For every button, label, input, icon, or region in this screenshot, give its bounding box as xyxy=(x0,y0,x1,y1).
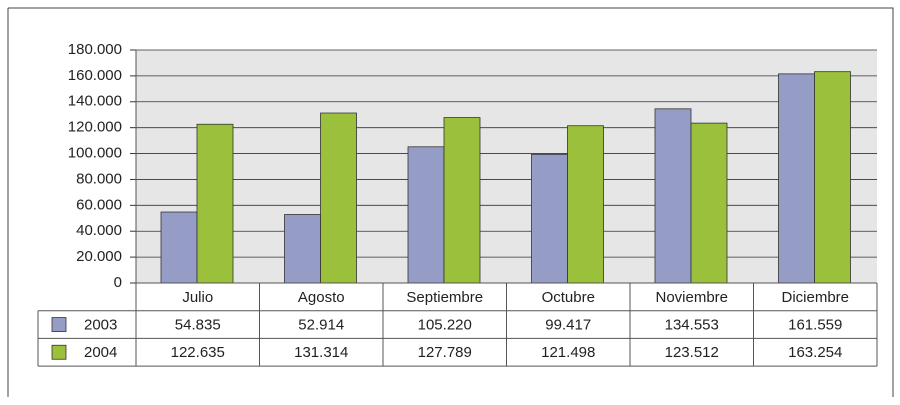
table-value: 121.498 xyxy=(541,344,595,361)
table-value: 52.914 xyxy=(298,317,344,334)
bar xyxy=(196,123,234,284)
x-tick-label: Octubre xyxy=(542,289,595,306)
x-tick-label: Noviembre xyxy=(655,289,728,306)
table-value: 123.512 xyxy=(665,344,719,361)
y-tick-label: 40.000 xyxy=(76,222,122,239)
bar xyxy=(284,214,321,284)
y-tick-label: 80.000 xyxy=(76,170,122,187)
plot-area xyxy=(136,50,877,283)
y-tick-label: 160.000 xyxy=(68,67,122,84)
y-tick-label: 140.000 xyxy=(68,93,122,110)
bar xyxy=(567,125,604,284)
y-tick-label: 180.000 xyxy=(68,41,122,58)
bar xyxy=(778,73,815,284)
table-value: 134.553 xyxy=(665,317,719,334)
bar xyxy=(443,117,481,284)
bar xyxy=(160,211,198,284)
table-value: 54.835 xyxy=(175,317,221,334)
y-tick-label: 20.000 xyxy=(76,248,122,265)
legend-swatch xyxy=(51,344,67,360)
table-value: 122.635 xyxy=(171,344,225,361)
bar xyxy=(531,153,568,284)
y-tick-label: 60.000 xyxy=(76,196,122,213)
legend-swatch xyxy=(51,317,67,332)
legend-label: 2003 xyxy=(84,317,117,334)
bar xyxy=(814,71,851,284)
x-tick-label: Julio xyxy=(182,289,213,306)
table-value: 127.789 xyxy=(418,344,472,361)
table-value: 99.417 xyxy=(545,317,591,334)
x-tick-label: Agosto xyxy=(298,289,345,306)
table-value: 161.559 xyxy=(788,317,842,334)
bar xyxy=(654,108,692,284)
table-value: 105.220 xyxy=(418,317,472,334)
y-tick-label: 0 xyxy=(114,274,122,291)
x-tick-label: Septiembre xyxy=(406,289,483,306)
bar xyxy=(690,122,728,284)
table-value: 163.254 xyxy=(788,344,842,361)
table-value: 131.314 xyxy=(294,344,348,361)
bar xyxy=(407,146,445,284)
y-tick-label: 120.000 xyxy=(68,119,122,136)
frame xyxy=(8,7,894,397)
y-tick-label: 100.000 xyxy=(68,145,122,162)
bar xyxy=(320,112,357,284)
legend-label: 2004 xyxy=(84,344,117,361)
x-tick-label: Diciembre xyxy=(781,289,849,306)
